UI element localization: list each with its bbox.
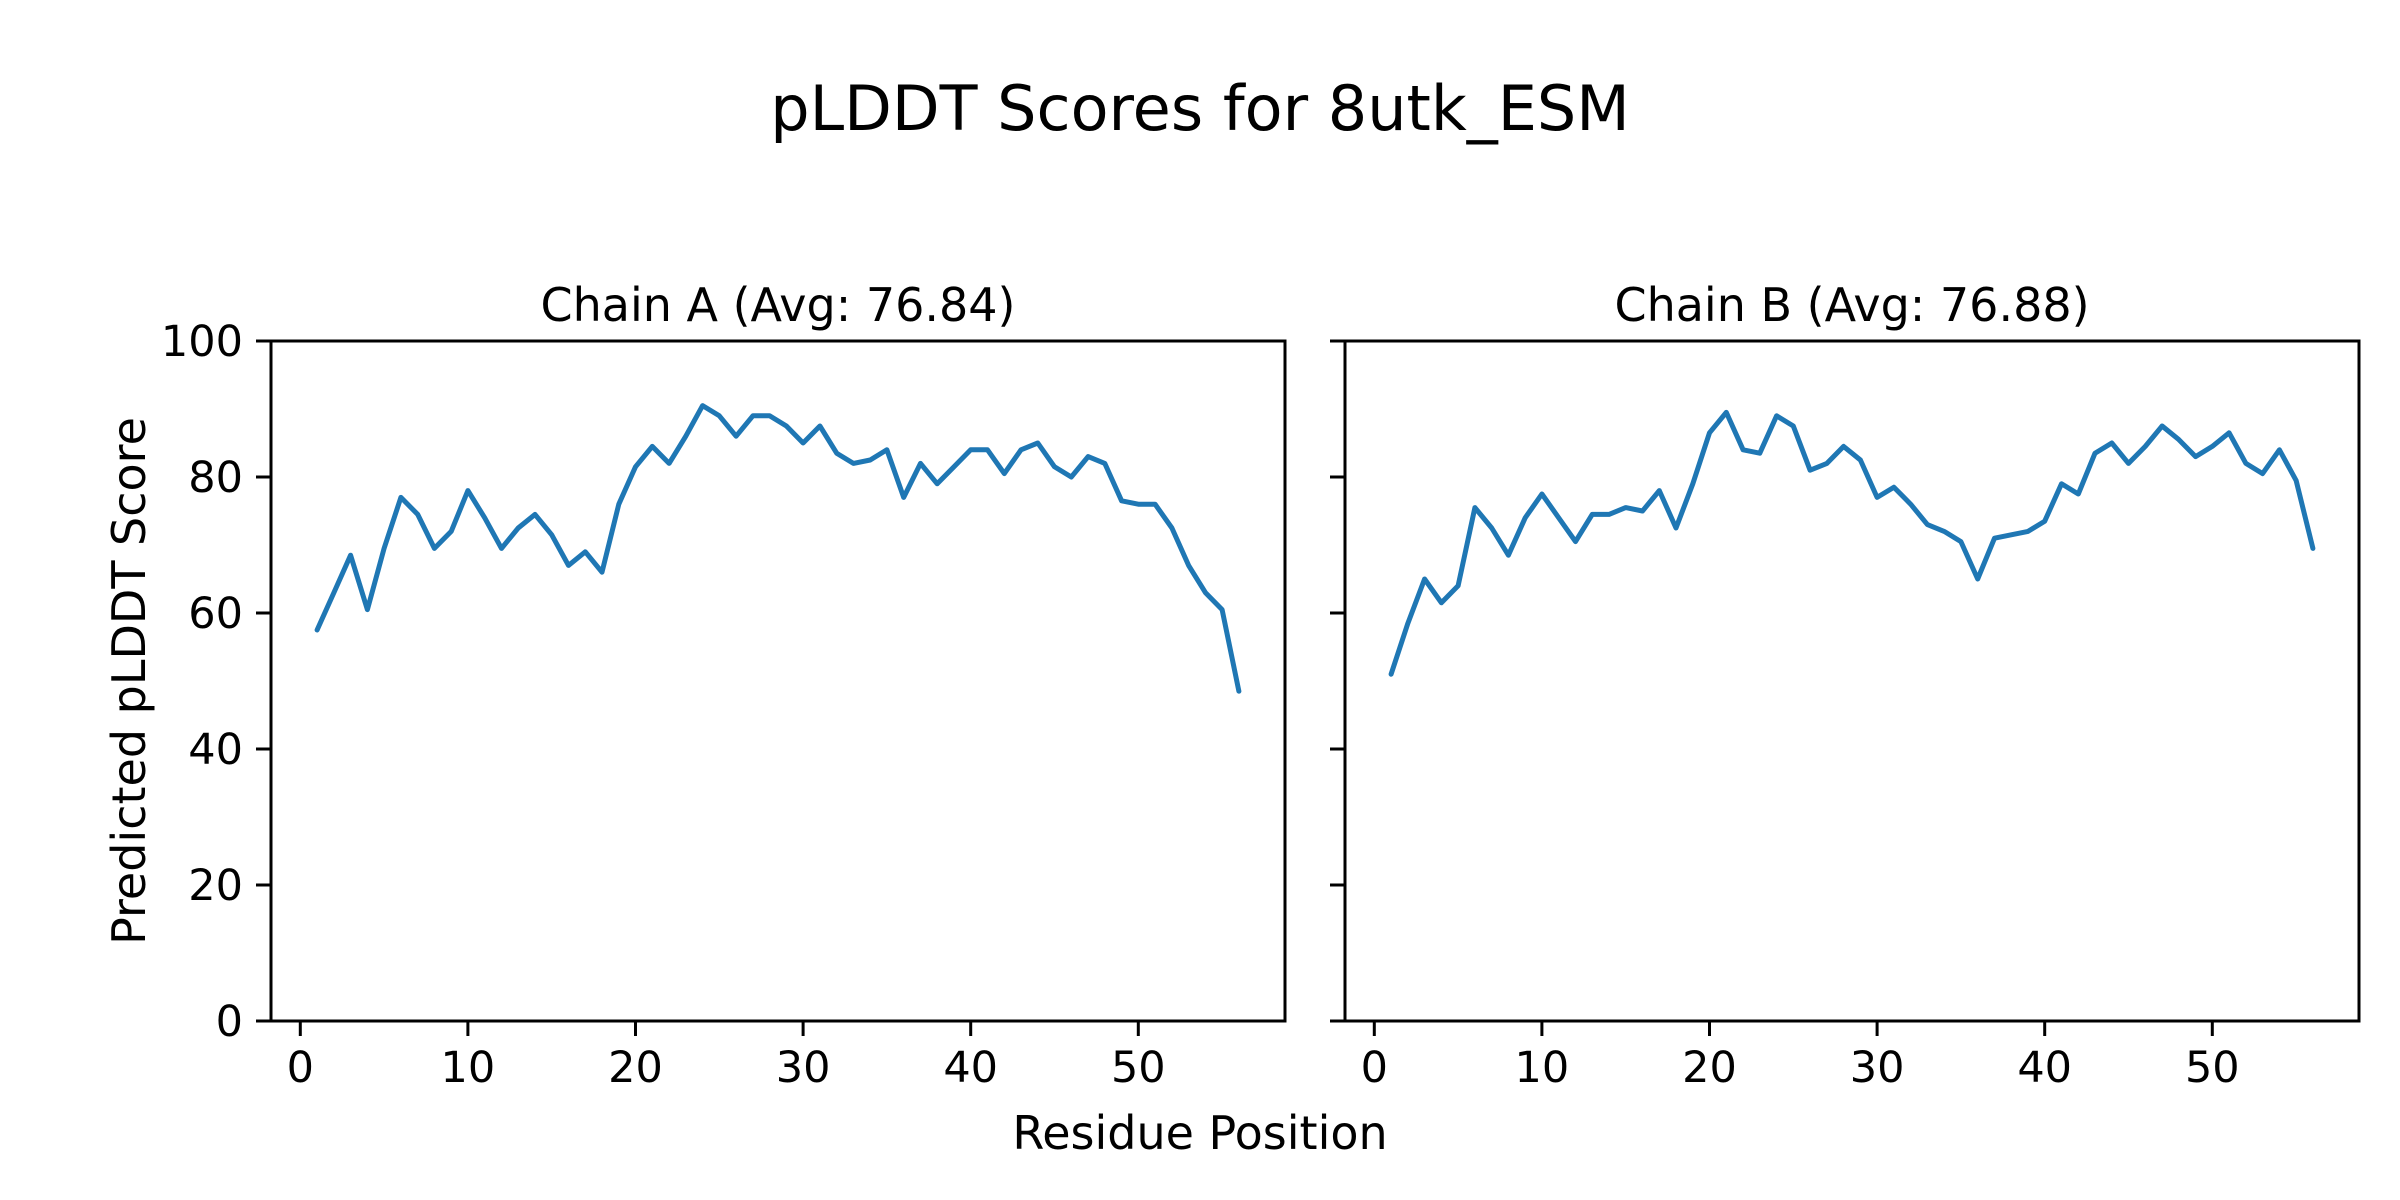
chain-b-x-tick-label: 40 bbox=[2017, 1043, 2072, 1093]
chain-b-axes: 0 10 20 30 40 50 bbox=[1330, 339, 2361, 1093]
chain-a-spines bbox=[269, 339, 1287, 1023]
chain-b-line bbox=[1388, 409, 2316, 677]
chain-a-y-tick-label: 80 bbox=[188, 453, 243, 503]
chain-a-x-tick-label: 30 bbox=[776, 1043, 831, 1093]
chain-a-y-tick-label: 100 bbox=[161, 317, 243, 367]
chain-b-title: Chain B (Avg: 76.88) bbox=[1614, 278, 2090, 332]
chain-a-x-tick-label: 40 bbox=[943, 1043, 998, 1093]
chain-b-x-tick-label: 30 bbox=[1850, 1043, 1905, 1093]
chain-a-line bbox=[314, 403, 1242, 694]
chain-a-x-tick-label: 20 bbox=[608, 1043, 663, 1093]
chain-a-y-tick-label: 0 bbox=[216, 997, 243, 1047]
chain-a-y-tick-label: 60 bbox=[188, 589, 243, 639]
chain-a-y-tick-label: 20 bbox=[188, 861, 243, 911]
figure-title: pLDDT Scores for 8utk_ESM bbox=[770, 72, 1630, 145]
chain-b-x-tick-label: 0 bbox=[1361, 1043, 1388, 1093]
chain-a-x-tick-label: 50 bbox=[1111, 1043, 1166, 1093]
x-axis-label: Residue Position bbox=[1012, 1106, 1388, 1160]
chain-a-x-tick-label: 0 bbox=[287, 1043, 314, 1093]
chain-a-axes: 0 10 20 30 40 50 0 20 40 60 80 100 bbox=[161, 317, 1287, 1093]
chain-a-title: Chain A (Avg: 76.84) bbox=[540, 278, 1016, 332]
chain-b-spines bbox=[1343, 339, 2361, 1023]
chain-a-x-tick-label: 10 bbox=[441, 1043, 496, 1093]
chain-b-x-tick-label: 50 bbox=[2185, 1043, 2240, 1093]
chain-b-x-tick-label: 20 bbox=[1682, 1043, 1737, 1093]
chain-a-y-tick-label: 40 bbox=[188, 725, 243, 775]
chain-b-x-tick-label: 10 bbox=[1515, 1043, 1570, 1093]
